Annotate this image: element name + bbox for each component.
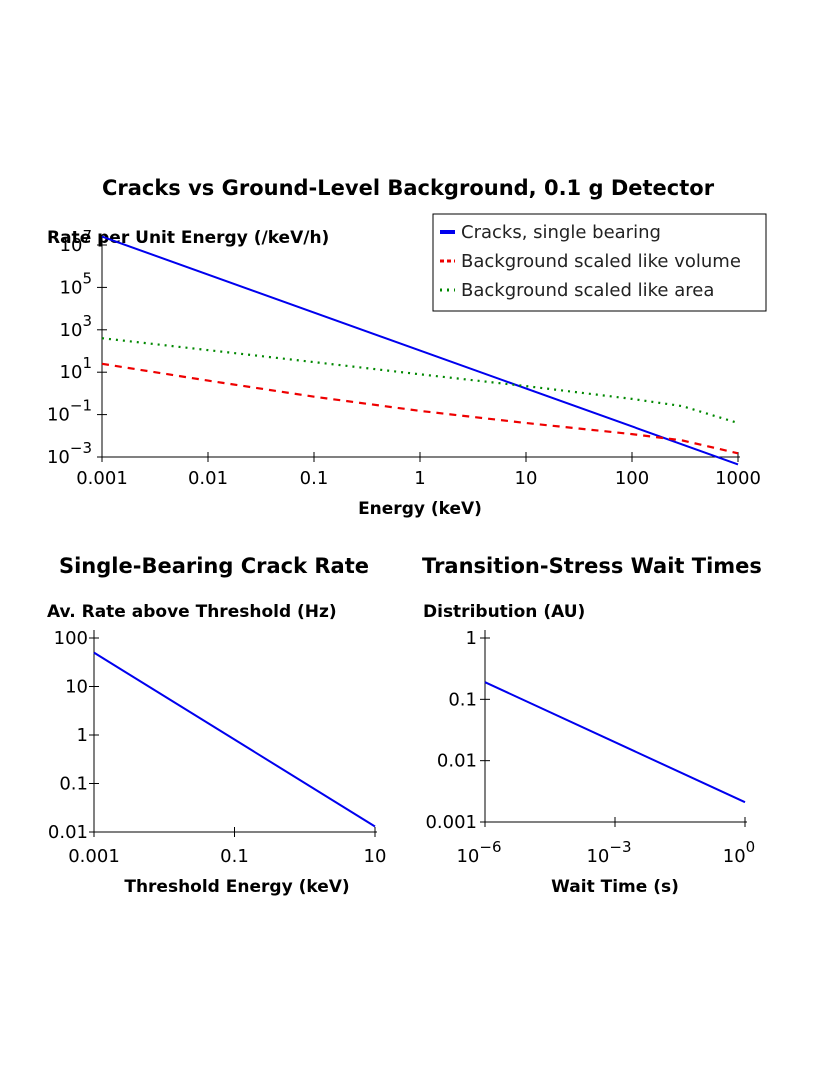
y-tick-base: 10 xyxy=(60,277,83,298)
y-tick-label: 100 xyxy=(54,628,88,649)
y-tick-base: 10 xyxy=(47,405,70,426)
y-tick-exponent: 7 xyxy=(82,227,92,245)
y-tick-label: 10−1 xyxy=(47,397,92,426)
y-tick-label: 103 xyxy=(60,312,92,341)
y-tick-label: 10−3 xyxy=(47,439,92,468)
x-tick-label: 10 xyxy=(364,846,387,867)
chart-title: Single-Bearing Crack Rate xyxy=(59,554,369,578)
y-tick-base: 10 xyxy=(60,235,83,256)
y-tick-label: 0.1 xyxy=(59,774,88,795)
y-tick-exponent: 1 xyxy=(82,354,92,372)
x-tick-label: 0.01 xyxy=(188,468,228,489)
chart-bottom-right: Transition-Stress Wait Times Distribution… xyxy=(422,554,762,897)
y-tick-label: 1 xyxy=(466,628,477,649)
y-axis-label: Av. Rate above Threshold (Hz) xyxy=(47,602,337,622)
y-tick-label: 0.001 xyxy=(425,812,477,833)
y-tick-label: 105 xyxy=(60,269,92,298)
x-tick-label: 1000 xyxy=(715,468,761,489)
y-tick-exponent: 5 xyxy=(82,269,92,287)
x-tick-label: 0.001 xyxy=(68,846,120,867)
x-tick-base: 10 xyxy=(723,846,746,867)
chart-bottom-left: Single-Bearing Crack Rate Av. Rate above … xyxy=(47,554,386,897)
x-tick-label: 0.001 xyxy=(76,468,128,489)
chart-top: Cracks vs Ground-Level Background, 0.1 g… xyxy=(47,176,767,519)
x-tick-base: 10 xyxy=(456,846,479,867)
y-tick-label: 101 xyxy=(60,354,92,383)
y-tick-exponent: −1 xyxy=(70,397,92,415)
x-tick-exponent: −6 xyxy=(479,838,501,856)
x-axis-label: Wait Time (s) xyxy=(551,877,679,897)
x-tick-exponent: 0 xyxy=(746,838,756,856)
x-tick-label: 0.1 xyxy=(220,846,249,867)
y-tick-label: 0.1 xyxy=(448,689,477,710)
legend-box xyxy=(432,213,767,312)
x-tick-label: 1 xyxy=(414,468,425,489)
y-tick-base: 10 xyxy=(47,447,70,468)
y-tick-base: 10 xyxy=(60,320,83,341)
x-axis-label: Threshold Energy (keV) xyxy=(124,877,349,897)
y-tick-base: 10 xyxy=(60,362,83,383)
series-line-single-bearing-crack-rate xyxy=(93,651,376,828)
legend: Cracks, single bearing Background scaled … xyxy=(432,213,767,312)
x-tick-label: 10−3 xyxy=(586,838,631,867)
y-tick-label: 107 xyxy=(60,227,92,256)
y-axis-label: Distribution (AU) xyxy=(423,602,585,622)
x-axis-label: Energy (keV) xyxy=(358,499,482,519)
series-line-wait-time-distribution xyxy=(484,681,746,804)
chart-title: Transition-Stress Wait Times xyxy=(422,554,762,578)
y-tick-label: 10 xyxy=(65,677,88,698)
series-line-background-scaled-like-volume xyxy=(101,362,739,455)
x-tick-label: 100 xyxy=(615,468,649,489)
y-tick-label: 0.01 xyxy=(437,751,477,772)
y-tick-exponent: 3 xyxy=(82,312,92,330)
y-tick-label: 1 xyxy=(77,725,88,746)
legend-entry: Cracks, single bearing xyxy=(461,222,661,243)
x-tick-label: 10−6 xyxy=(456,838,501,867)
series-line-cracks-single-bearing xyxy=(101,235,739,466)
x-tick-exponent: −3 xyxy=(609,838,631,856)
y-tick-exponent: −3 xyxy=(70,439,92,457)
legend-entry: Background scaled like volume xyxy=(461,251,741,272)
chart-title: Cracks vs Ground-Level Background, 0.1 g… xyxy=(102,176,715,200)
x-tick-label: 10 xyxy=(515,468,538,489)
legend-entry: Background scaled like area xyxy=(461,280,714,301)
x-tick-label: 0.1 xyxy=(300,468,329,489)
x-tick-label: 100 xyxy=(723,838,755,867)
y-tick-label: 0.01 xyxy=(48,822,88,843)
x-tick-base: 10 xyxy=(586,846,609,867)
